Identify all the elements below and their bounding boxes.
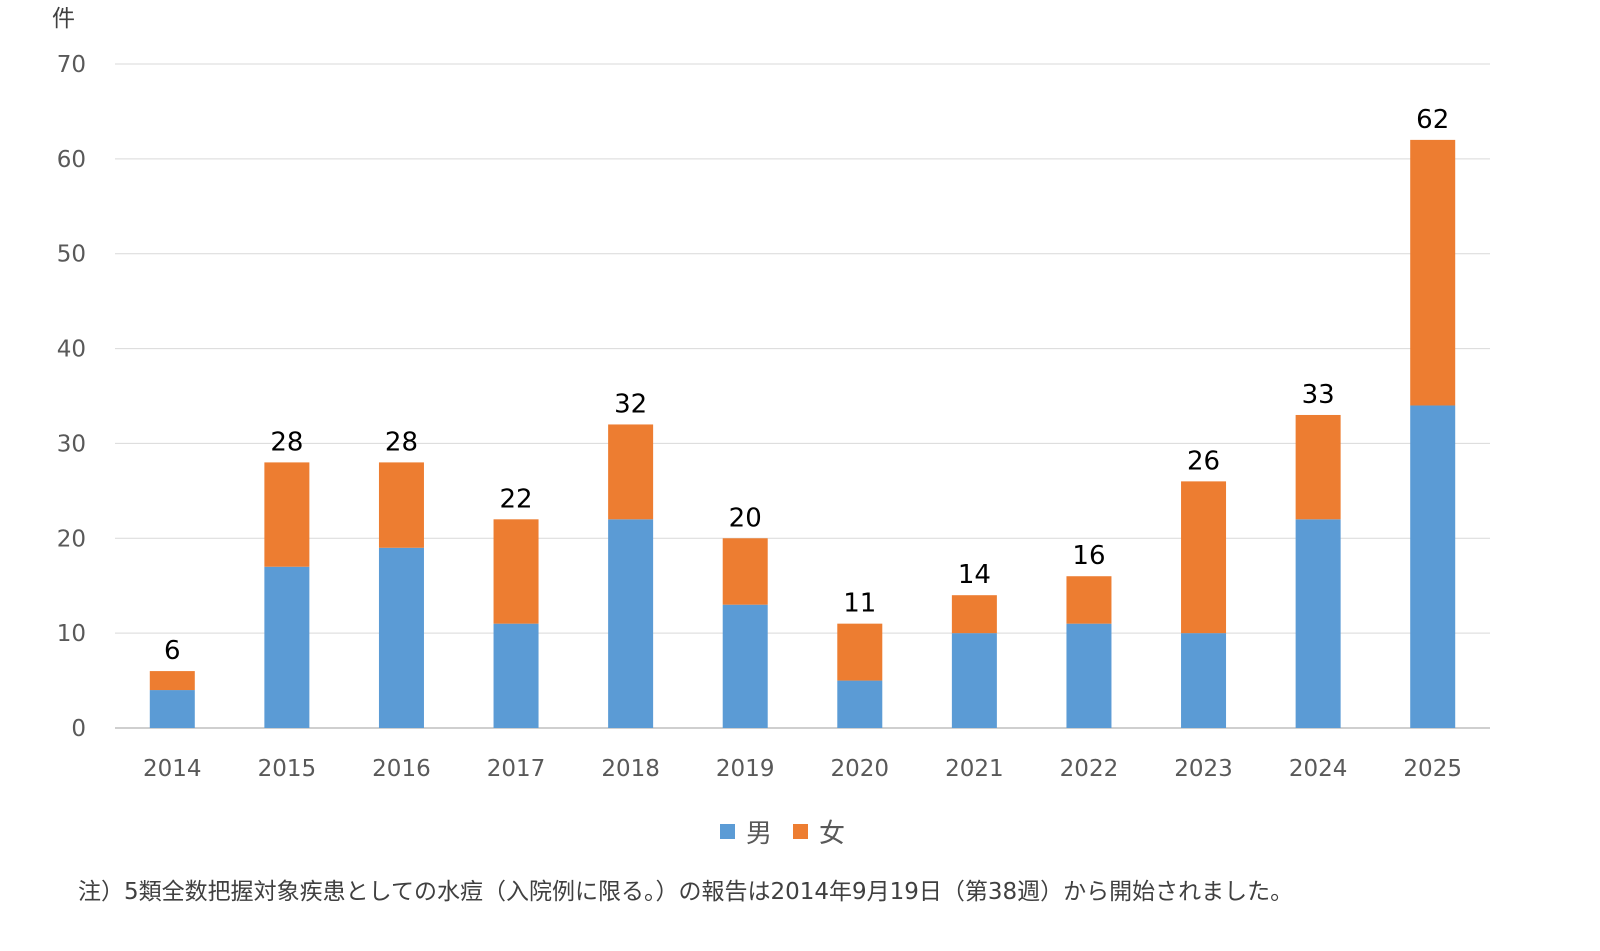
total-label-2018: 32 xyxy=(614,389,647,419)
y-tick-label: 30 xyxy=(57,431,86,457)
total-label-2025: 62 xyxy=(1416,105,1449,135)
total-label-2020: 11 xyxy=(843,589,876,619)
y-tick-labels: 0 10 20 30 40 50 60 70 xyxy=(57,52,86,742)
y-tick-label: 60 xyxy=(57,147,86,173)
bar-male-2020 xyxy=(837,680,883,728)
bar-female-2017 xyxy=(493,519,539,624)
x-tick-label-2022: 2022 xyxy=(1060,756,1119,782)
bar-female-2019 xyxy=(722,538,768,605)
x-tick-label-2020: 2020 xyxy=(831,756,890,782)
bar-female-2021 xyxy=(951,595,997,634)
bar-male-2015 xyxy=(264,566,310,728)
legend: 男 女 xyxy=(720,819,845,849)
total-label-2014: 6 xyxy=(164,636,181,666)
x-tick-label-2019: 2019 xyxy=(716,756,775,782)
bar-male-2023 xyxy=(1181,633,1227,728)
gridlines xyxy=(115,63,1490,729)
legend-swatch-male xyxy=(720,824,735,839)
y-axis-label: 件 xyxy=(52,6,75,32)
total-label-2015: 28 xyxy=(270,427,303,457)
bar-female-2023 xyxy=(1181,481,1227,634)
x-tick-label-2024: 2024 xyxy=(1289,756,1348,782)
footnote: 注）5類全数把握対象疾患としての水痘（入院例に限る。）の報告は2014年9月19… xyxy=(78,879,1294,905)
legend-swatch-female xyxy=(793,824,808,839)
y-tick-label: 50 xyxy=(57,242,86,268)
total-label-2023: 26 xyxy=(1187,446,1220,476)
bar-female-2016 xyxy=(378,462,424,548)
bar-male-2017 xyxy=(493,623,539,728)
bar-female-2022 xyxy=(1066,576,1112,624)
bar-male-2024 xyxy=(1295,519,1341,728)
x-tick-label-2016: 2016 xyxy=(372,756,431,782)
bars xyxy=(149,139,1456,728)
x-tick-label-2021: 2021 xyxy=(945,756,1004,782)
bar-female-2015 xyxy=(264,462,310,567)
total-label-2022: 16 xyxy=(1072,541,1105,571)
y-tick-label: 40 xyxy=(57,337,86,363)
x-tick-labels: 2014 2015 2016 2017 2018 2019 2020 2021 2022 2023… xyxy=(143,756,1462,782)
total-label-2017: 22 xyxy=(499,484,532,514)
bar-female-2025 xyxy=(1410,139,1456,406)
bar-male-2025 xyxy=(1410,405,1456,728)
total-label-2016: 28 xyxy=(385,427,418,457)
total-label-2024: 33 xyxy=(1302,380,1335,410)
bar-female-2024 xyxy=(1295,414,1341,520)
total-label-2021: 14 xyxy=(958,560,991,590)
y-tick-label: 10 xyxy=(57,621,86,647)
legend-label-female: 女 xyxy=(819,819,845,849)
bar-female-2018 xyxy=(608,424,654,520)
x-tick-label-2015: 2015 xyxy=(258,756,317,782)
bar-male-2014 xyxy=(149,690,195,728)
bar-female-2020 xyxy=(837,623,883,681)
bar-male-2019 xyxy=(722,604,768,728)
bar-male-2018 xyxy=(608,519,654,728)
x-tick-label-2018: 2018 xyxy=(601,756,660,782)
x-tick-label-2025: 2025 xyxy=(1403,756,1462,782)
bar-male-2022 xyxy=(1066,623,1112,728)
x-tick-label-2017: 2017 xyxy=(487,756,546,782)
x-tick-label-2023: 2023 xyxy=(1174,756,1233,782)
y-tick-label: 20 xyxy=(57,526,86,552)
bar-male-2021 xyxy=(951,633,997,728)
bar-male-2016 xyxy=(378,547,424,728)
y-tick-label: 70 xyxy=(57,52,86,78)
bar-female-2014 xyxy=(149,671,195,691)
total-label-2019: 20 xyxy=(729,503,762,533)
y-tick-label: 0 xyxy=(71,716,86,742)
legend-label-male: 男 xyxy=(746,819,772,849)
total-labels: 6 28 28 22 32 20 11 14 16 26 33 62 xyxy=(164,105,1449,666)
x-tick-label-2014: 2014 xyxy=(143,756,202,782)
